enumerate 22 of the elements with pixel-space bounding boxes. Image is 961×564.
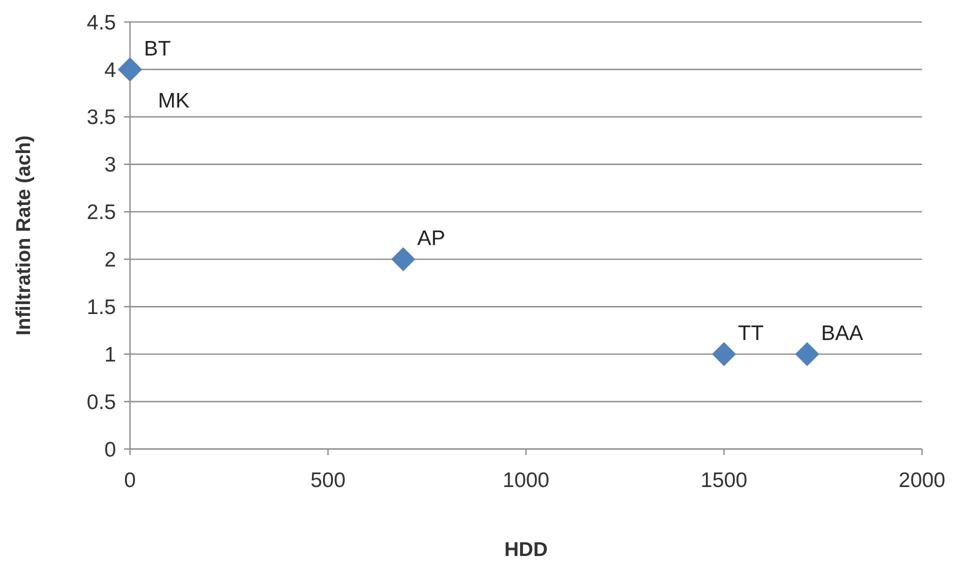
- x-tick-label: 1000: [502, 469, 550, 492]
- y-tick-label: 1: [104, 343, 116, 366]
- annotation: TT: [738, 322, 764, 346]
- y-tick-label: 1.5: [86, 296, 116, 320]
- x-tick-label: 1500: [700, 469, 748, 492]
- y-axis-title: Infiltration Rate (ach): [13, 135, 35, 336]
- annotation: AP: [417, 227, 446, 250]
- x-tick-label: 0: [124, 469, 136, 492]
- y-tick-label: 3: [104, 154, 116, 177]
- y-tick-label: 2: [104, 248, 116, 272]
- y-tick-label: 4: [104, 58, 116, 82]
- annotation: BT: [144, 37, 172, 60]
- x-tick-label: 500: [310, 469, 346, 492]
- y-tick-label: 0: [104, 438, 116, 462]
- annotation: MK: [158, 89, 190, 112]
- x-axis-title: HDD: [504, 539, 548, 561]
- y-tick-label: 2.5: [86, 201, 116, 224]
- y-tick-label: 4.5: [86, 11, 116, 34]
- x-tick-label: 2000: [898, 469, 946, 492]
- y-tick-label: 3.5: [86, 106, 116, 130]
- annotation: BAA: [821, 322, 864, 346]
- y-tick-label: 0.5: [86, 390, 116, 414]
